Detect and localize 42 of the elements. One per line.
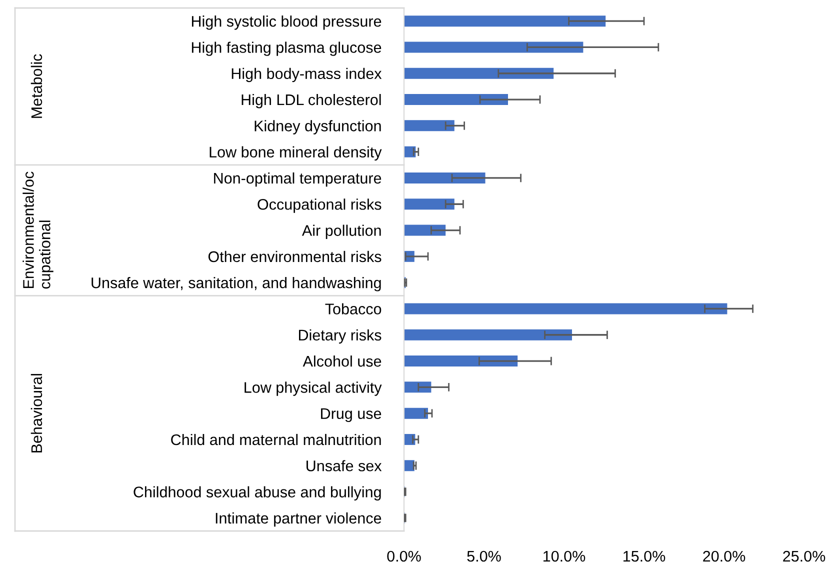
bar bbox=[404, 68, 554, 79]
y-tick-label: Unsafe water, sanitation, and handwashing bbox=[92, 277, 381, 292]
y-tick-label: Low bone mineral density bbox=[210, 146, 382, 161]
text: Behavioural bbox=[30, 374, 42, 452]
y-tick-label: Tobacco bbox=[325, 303, 382, 314]
x-tick-label: 0.0% bbox=[387, 550, 421, 562]
text: Metabolic bbox=[30, 54, 42, 118]
y-tick-label: Alcohol use bbox=[302, 355, 382, 367]
y-tick-label: High fasting plasma glucose bbox=[192, 42, 382, 56]
x-tick-label: 15.0% bbox=[624, 550, 666, 562]
bar bbox=[404, 16, 606, 27]
bar bbox=[404, 382, 432, 393]
x-tick-label: 25.0% bbox=[783, 550, 826, 562]
bar bbox=[404, 303, 728, 314]
y-tick-label: Dietary risks bbox=[299, 329, 382, 344]
bar bbox=[404, 198, 454, 210]
bar bbox=[404, 42, 584, 53]
y-tick-label: Child and maternal malnutrition bbox=[171, 434, 381, 446]
bar bbox=[404, 224, 446, 236]
bar bbox=[404, 172, 486, 184]
y-tick-label: Childhood sexual abuse and bullying bbox=[134, 486, 381, 500]
bar bbox=[404, 356, 518, 367]
y-tick-label: High LDL cholesterol bbox=[242, 94, 381, 108]
y-tick-label: Kidney dysfunction bbox=[254, 120, 381, 134]
y-tick-label: High body-mass index bbox=[232, 68, 382, 82]
bar bbox=[404, 329, 572, 340]
bar bbox=[404, 120, 454, 132]
bar bbox=[404, 94, 508, 106]
y-tick-label: Low physical activity bbox=[244, 382, 382, 396]
x-tick-label: 5.0% bbox=[467, 550, 501, 562]
x-tick-label: 20.0% bbox=[703, 550, 746, 562]
x-tick-label: 10.0% bbox=[544, 550, 586, 562]
text: Environmental/oc cupational bbox=[22, 172, 54, 289]
y-tick-label: Occupational risks bbox=[258, 198, 382, 213]
y-tick-label: Intimate partner violence bbox=[216, 512, 382, 527]
y-tick-label: Unsafe sex bbox=[306, 460, 382, 472]
y-tick-label: Other environmental risks bbox=[208, 250, 382, 262]
y-tick-label: Air pollution bbox=[302, 224, 381, 239]
y-tick-label: High systolic blood pressure bbox=[192, 16, 382, 30]
y-tick-label: Drug use bbox=[321, 408, 382, 422]
bar bbox=[404, 408, 428, 419]
y-tick-label: Non-optimal temperature bbox=[214, 172, 382, 187]
